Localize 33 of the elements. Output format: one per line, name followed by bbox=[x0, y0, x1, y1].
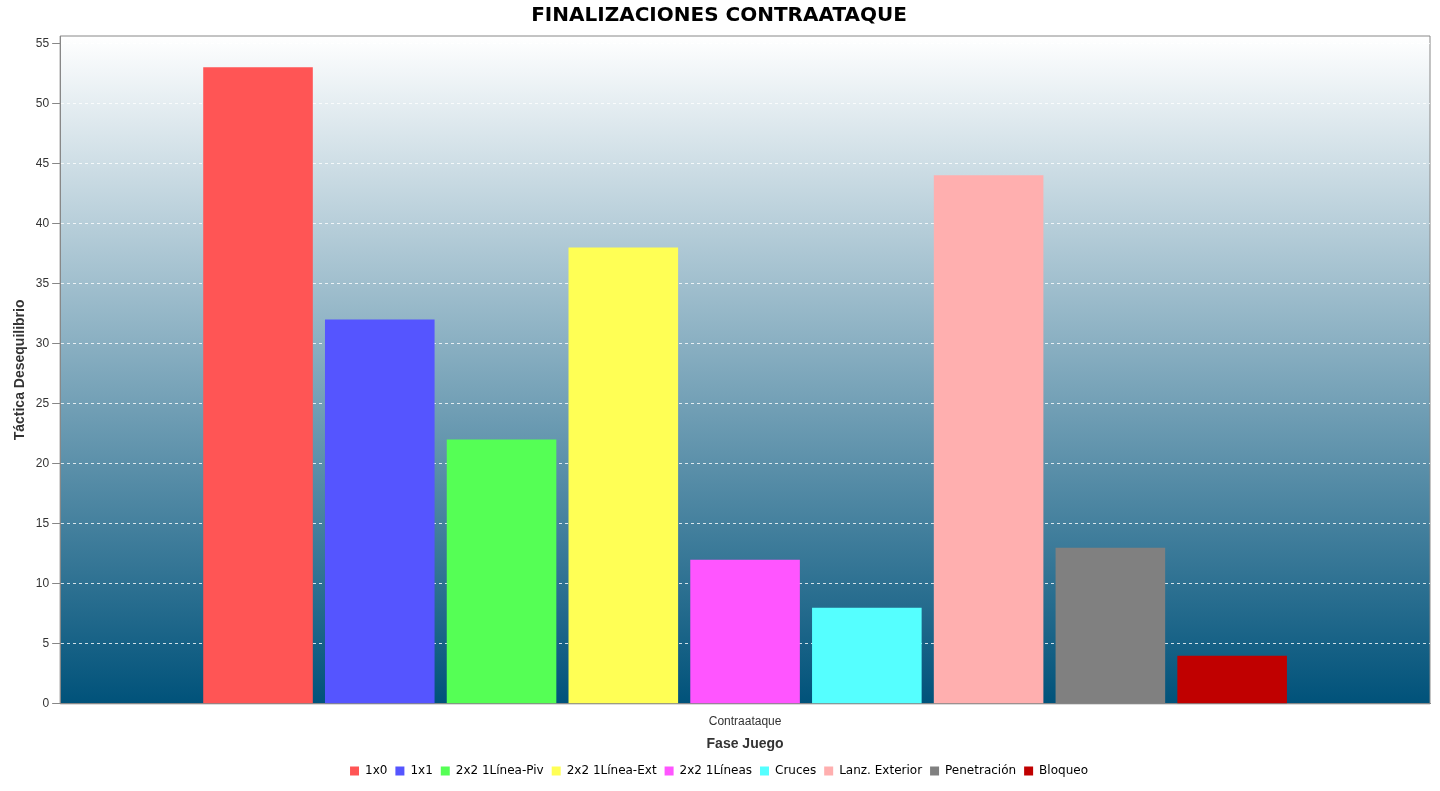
legend-label: 2x2 1Línea-Piv bbox=[455, 763, 544, 778]
legend-label: 2x2 1Línea-Ext bbox=[566, 763, 657, 778]
x-axis-title: Fase Juego bbox=[706, 735, 784, 752]
x-tick-label: Contraataque bbox=[708, 714, 782, 729]
y-tick-label: 5 bbox=[42, 636, 50, 651]
bar bbox=[1177, 655, 1287, 704]
y-axis-title: Táctica Desequilibrio bbox=[11, 299, 28, 441]
y-tick-label: 0 bbox=[42, 696, 50, 711]
y-tick-label: 50 bbox=[35, 95, 50, 110]
bar bbox=[203, 67, 313, 704]
y-tick-label: 45 bbox=[35, 155, 50, 170]
legend-label: Bloqueo bbox=[1039, 763, 1088, 778]
y-tick-label: 55 bbox=[35, 35, 50, 50]
y-tick-label: 35 bbox=[35, 275, 50, 290]
y-tick-label: 25 bbox=[35, 395, 50, 410]
legend-label: Penetración bbox=[945, 763, 1017, 778]
y-tick-label: 20 bbox=[35, 455, 50, 470]
bar bbox=[446, 439, 557, 704]
chart-title: FINALIZACIONES CONTRAATAQUE bbox=[531, 2, 907, 27]
y-tick-label: 40 bbox=[35, 215, 50, 230]
legend-label: 1x0 bbox=[365, 763, 388, 778]
y-tick-label: 15 bbox=[35, 515, 50, 530]
legend-label: 1x1 bbox=[410, 763, 433, 778]
y-tick-label: 30 bbox=[35, 335, 50, 350]
y-tick-label: 10 bbox=[35, 576, 50, 590]
bar bbox=[812, 607, 922, 704]
bar bbox=[933, 175, 1044, 704]
bar bbox=[690, 559, 800, 704]
bar bbox=[324, 319, 435, 704]
legend-label: Lanz. Exterior bbox=[839, 763, 923, 778]
legend-label: 2x2 1Líneas bbox=[679, 763, 753, 778]
legend-label: Cruces bbox=[775, 763, 817, 778]
bar bbox=[568, 247, 679, 704]
